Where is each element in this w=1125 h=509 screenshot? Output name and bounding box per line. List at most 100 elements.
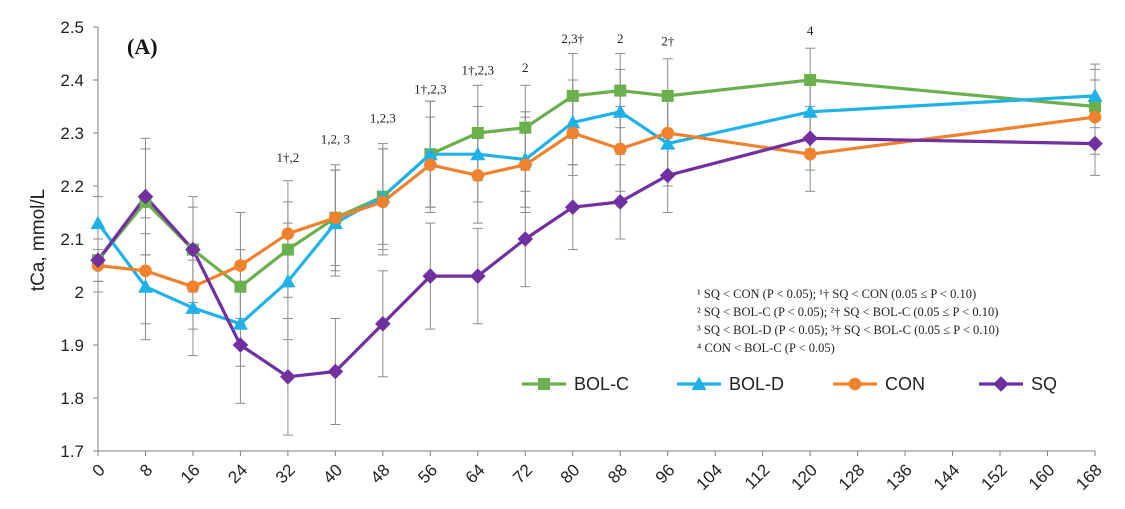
data-point-bol-d	[232, 316, 248, 330]
x-tick-label: 8	[136, 460, 156, 480]
data-point-bol-d	[1087, 88, 1103, 102]
y-tick-label: 1.8	[60, 389, 84, 408]
data-point-con	[613, 142, 627, 156]
legend-label-sq: SQ	[1031, 374, 1057, 394]
x-tick-label: 136	[882, 460, 915, 493]
data-point-con	[661, 126, 675, 140]
significance-label: 1,2, 3	[321, 132, 350, 147]
legend-label-bol-c: BOL-C	[574, 374, 629, 394]
panel-label: (A)	[127, 34, 158, 59]
data-point-con	[1088, 110, 1102, 124]
data-point-bol-c	[1089, 100, 1101, 113]
x-tick-label: 104	[693, 460, 726, 493]
y-tick-label: 2.2	[60, 177, 84, 196]
footnotes: ¹ SQ < CON (P < 0.05); ¹† SQ < CON (0.05…	[697, 287, 999, 355]
x-tick-label: 144	[930, 460, 963, 493]
data-point-bol-d	[802, 104, 818, 118]
data-point-con	[424, 158, 437, 172]
data-point-bol-d	[280, 273, 296, 288]
data-point-con	[281, 227, 295, 240]
x-tick-label: 112	[741, 460, 774, 493]
data-point-bol-c	[661, 89, 674, 102]
data-point-bol-d	[660, 136, 676, 150]
significance-annotations: 1†,2 1,2, 3 1,2,3 1†,2,3 1†,2,3 2 2,3† 2 2† 4	[277, 23, 814, 165]
significance-label: 1†,2,3	[414, 81, 447, 96]
significance-label: 1,2,3	[370, 110, 396, 125]
x-tick-label: 88	[604, 460, 631, 487]
data-point-sq	[517, 231, 534, 247]
data-point-sq	[137, 188, 154, 205]
data-point-bol-d	[422, 146, 438, 161]
data-point-sq	[185, 241, 201, 258]
y-tick-label: 1.9	[60, 336, 84, 355]
legend-label-bol-d: BOL-D	[729, 374, 784, 394]
x-tick-label: 120	[787, 460, 820, 493]
x-tick-label: 32	[272, 460, 299, 487]
data-point-sq	[612, 194, 629, 210]
y-tick-label: 2.3	[60, 124, 84, 143]
data-point-bol-d	[185, 300, 201, 314]
significance-label: 1†,2,3	[462, 63, 495, 78]
footnote-2: ² SQ < BOL-C (P < 0.05); ²† SQ < BOL-C (…	[697, 305, 998, 319]
data-point-con	[376, 195, 390, 209]
significance-label: 2	[522, 60, 529, 75]
axes: 1.71.81.922.12.22.32.42.50 8 16 24 32 40 48 56 6…	[60, 18, 1105, 494]
footnote-4: ⁴ CON < BOL-C (P < 0.05)	[697, 341, 835, 355]
series-line-bol-c	[96, 78, 1096, 289]
data-point-con	[186, 280, 200, 294]
y-tick-label: 2.4	[60, 71, 84, 90]
x-tick-label: 80	[557, 460, 584, 487]
data-point-con	[566, 126, 580, 140]
data-point-bol-d	[565, 114, 581, 129]
x-tick-label: 16	[177, 460, 204, 487]
x-tick-label: 48	[367, 460, 394, 487]
x-tick-label: 40	[319, 460, 346, 487]
data-point-sq	[327, 363, 344, 380]
x-tick-label: 160	[1025, 460, 1058, 493]
data-point-bol-d	[612, 104, 628, 118]
footnote-1: ¹ SQ < CON (P < 0.05); ¹† SQ < CON (0.05…	[697, 287, 976, 301]
data-point-bol-c	[614, 84, 627, 97]
data-point-sq	[1087, 135, 1103, 152]
y-tick-label: 2.1	[60, 230, 84, 249]
data-point-con	[234, 259, 247, 272]
data-point-sq	[232, 337, 249, 353]
x-tick-label: 128	[835, 460, 868, 493]
legend-marker-con	[848, 377, 862, 391]
data-point-sq	[802, 130, 818, 147]
x-tick-label: 64	[462, 460, 489, 487]
legend-label-con: CON	[885, 374, 925, 394]
significance-label: 2†	[661, 34, 675, 49]
data-point-sq	[422, 268, 439, 284]
series-line-con	[97, 115, 1096, 289]
significance-label: 1†,2	[277, 150, 300, 165]
data-point-bol-d	[470, 146, 486, 161]
data-point-sq	[564, 199, 581, 215]
significance-label: 2	[617, 31, 624, 46]
x-tick-label: 56	[414, 460, 441, 487]
data-point-sq	[470, 268, 486, 284]
data-point-bol-c	[519, 121, 532, 134]
significance-label: 2,3†	[561, 31, 584, 46]
data-point-con	[471, 169, 485, 182]
y-axis-label: tCa, mmol/L	[28, 189, 49, 291]
significance-label: 4	[807, 23, 814, 38]
y-tick-label: 1.7	[60, 442, 84, 461]
y-tick-label: 2.5	[60, 18, 84, 37]
data-point-sq	[280, 369, 296, 385]
data-point-con	[803, 147, 817, 161]
x-tick-label: 24	[224, 460, 251, 487]
footnote-3: ³ SQ < BOL-D (P < 0.05); ³† SQ < BOL-C (…	[697, 323, 999, 337]
legend-marker-sq	[993, 376, 1009, 392]
x-tick-label: 96	[652, 460, 679, 487]
data-point-sq	[90, 252, 106, 268]
legend-marker-bol-c	[538, 378, 550, 390]
legend: BOL-C BOL-D CON SQ	[522, 374, 1057, 394]
data-point-sq	[375, 316, 391, 332]
data-point-con	[139, 264, 152, 278]
x-tick-label: 72	[509, 460, 536, 487]
x-tick-label: 152	[977, 460, 1010, 493]
y-tick-label: 2	[75, 283, 84, 302]
data-point-bol-d	[90, 215, 106, 230]
